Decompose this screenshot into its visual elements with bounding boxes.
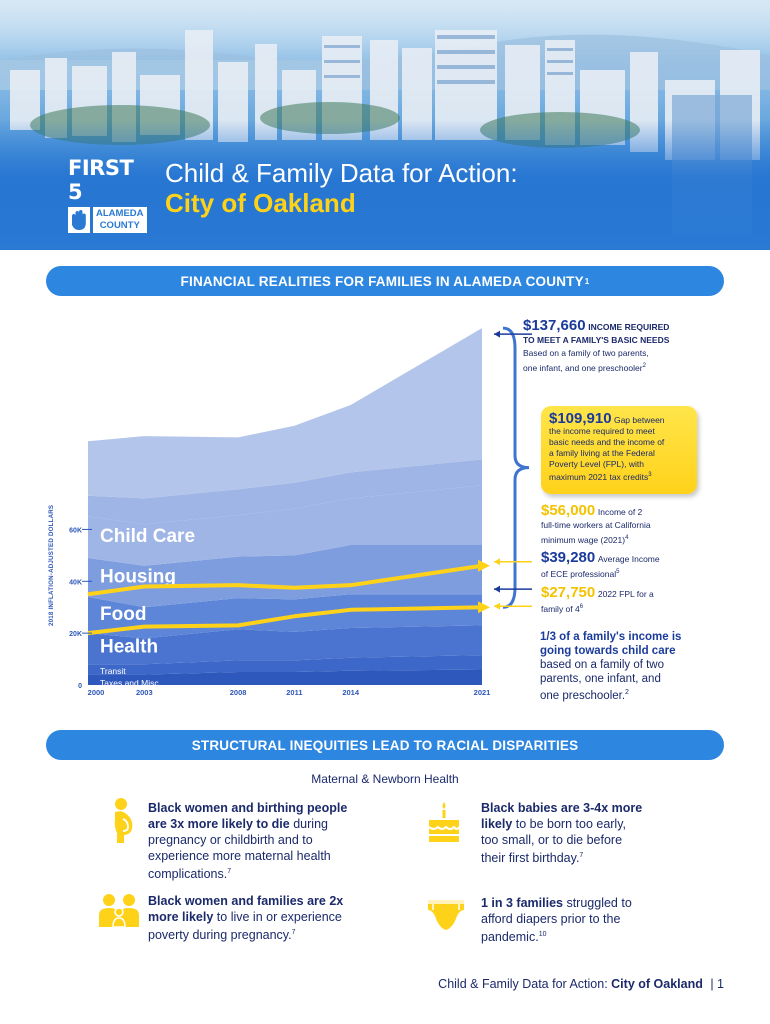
line-min-wage (87, 563, 483, 597)
area-taxes (88, 655, 482, 675)
fact-poverty-pregnancy: Black women and families are 2x more lik… (148, 894, 344, 943)
section-financial-heading: FINANCIAL REALITIES FOR FAMILIES IN ALAM… (46, 266, 724, 296)
area-transit (88, 669, 482, 685)
fact-diaper-need: 1 in 3 families struggled to afford diap… (481, 896, 632, 945)
annotation-gap-box: $109,910 Gap between the income required… (541, 406, 697, 494)
annotation-ece-income: $39,280 Average Income of ECE profession… (541, 549, 660, 580)
page-title: Child & Family Data for Action: (165, 158, 518, 188)
gap-bracket (502, 326, 530, 609)
arrow-min-wage-label-head (494, 558, 500, 566)
area-health (88, 625, 482, 665)
x-tick-label: 2000 (88, 688, 105, 697)
fact-infant-outcomes: Black babies are 3-4x more likely to be … (481, 801, 643, 866)
area-housing (88, 544, 482, 608)
annotation-child-care-share: 1/3 of a family's income is going toward… (540, 631, 682, 702)
label-food: Food (100, 604, 146, 625)
area-child-care-upper (88, 459, 482, 525)
arrow-min-wage (478, 559, 490, 572)
x-tick-label: 2021 (474, 688, 491, 697)
label-taxes-misc: Taxes and Misc. (100, 678, 161, 688)
arrow-ece-head (494, 585, 500, 593)
page-footer: Child & Family Data for Action: City of … (438, 977, 724, 991)
x-tick-label: 2014 (342, 688, 360, 697)
hero-banner: FIRST 5 ALAMEDA COUNTY Child & Family Da… (0, 0, 770, 250)
label-transit: Transit (100, 666, 126, 676)
arrow-fpl (478, 601, 490, 614)
annotation-fpl: $27,750 2022 FPL for a family of 46 (541, 584, 654, 615)
x-tick-label: 2011 (286, 688, 302, 697)
fact-maternal-mortality: Black women and birthing people are 3x m… (148, 801, 348, 882)
first5-logo: FIRST 5 ALAMEDA COUNTY (68, 156, 148, 233)
diaper-icon (428, 900, 464, 930)
hand-logo-icon (68, 207, 90, 233)
label-housing: Housing (100, 566, 176, 587)
label-health: Health (100, 637, 158, 658)
y-tick-label: 40K (69, 579, 82, 586)
area-child-care (88, 485, 482, 566)
income-area-chart: Child Care Housing Food Health Transit Taxes … (69, 326, 532, 697)
pregnant-person-icon (114, 798, 133, 843)
y-tick-label: 20K (69, 631, 82, 638)
arrow-income-required-head (494, 330, 500, 338)
arrow-fpl-label-head (494, 602, 500, 610)
maternal-health-subheading: Maternal & Newborn Health (311, 772, 459, 786)
annotation-min-wage: $56,000 Income of 2 full-time workers at… (541, 502, 651, 546)
y-tick-label: 0 (78, 683, 82, 690)
x-tick-label: 2003 (136, 688, 153, 697)
birthday-cake-icon (428, 802, 460, 842)
label-child-care: Child Care (100, 526, 195, 547)
annotation-income-required: $137,660 INCOME REQUIRED TO MEET A FAMIL… (523, 317, 670, 374)
line-fpl (87, 605, 483, 636)
page-subtitle: City of Oakland (165, 188, 356, 218)
area-basic-needs-top (88, 328, 482, 499)
logo-county-text: ALAMEDA COUNTY (93, 207, 147, 233)
y-tick-label: 60K (69, 527, 82, 534)
x-tick-label: 2008 (230, 688, 247, 697)
logo-first5-text: FIRST 5 (68, 156, 134, 204)
section-inequities-heading: STRUCTURAL INEQUITIES LEAD TO RACIAL DIS… (46, 730, 724, 760)
family-icon (99, 894, 139, 928)
